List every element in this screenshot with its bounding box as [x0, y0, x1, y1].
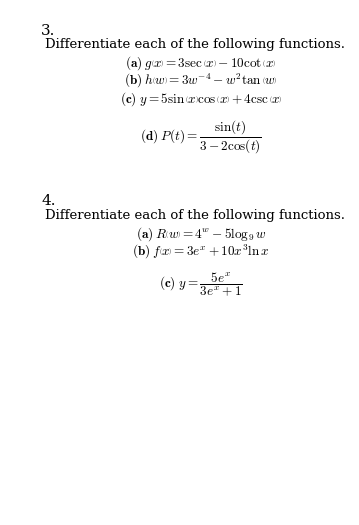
Text: $\mathbf{(a)}\; R\left(w\right)=4^{w}-5\log_{9}w$: $\mathbf{(a)}\; R\left(w\right)=4^{w}-5\… — [136, 225, 266, 243]
Text: $\mathbf{(d)}\; P(t)=\dfrac{\sin(t)}{3-2\cos(t)}$: $\mathbf{(d)}\; P(t)=\dfrac{\sin(t)}{3-2… — [140, 118, 262, 155]
Text: $\mathbf{(c)}\; y=\dfrac{5e^{x}}{3e^{x}+1}$: $\mathbf{(c)}\; y=\dfrac{5e^{x}}{3e^{x}+… — [159, 270, 243, 298]
Text: 4.: 4. — [41, 194, 56, 208]
Text: $\mathbf{(a)}\; g\left(x\right)=3\sec\left(x\right)-10\cot\left(x\right)$: $\mathbf{(a)}\; g\left(x\right)=3\sec\le… — [125, 54, 277, 72]
Text: $\mathbf{(c)}\; y=5\sin\left(x\right)\cos\left(x\right)+4\csc\left(x\right)$: $\mathbf{(c)}\; y=5\sin\left(x\right)\co… — [120, 90, 282, 108]
Text: $\mathbf{(b)}\; f\left(x\right)=3e^{x}+10x^{3}\ln x$: $\mathbf{(b)}\; f\left(x\right)=3e^{x}+1… — [132, 243, 270, 261]
Text: 3.: 3. — [41, 24, 56, 38]
Text: Differentiate each of the following functions.: Differentiate each of the following func… — [45, 209, 345, 222]
Text: Differentiate each of the following functions.: Differentiate each of the following func… — [45, 38, 345, 51]
Text: $\mathbf{(b)}\; h\left(w\right)=3w^{-4}-w^{2}\tan\left(w\right)$: $\mathbf{(b)}\; h\left(w\right)=3w^{-4}-… — [124, 72, 278, 90]
